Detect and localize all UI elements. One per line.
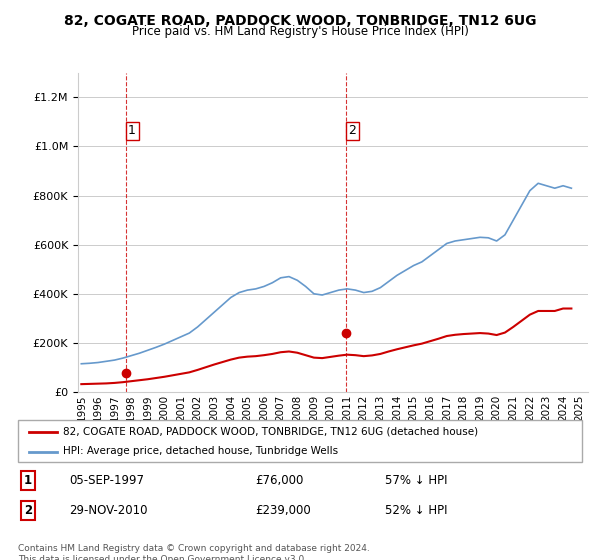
Text: 2: 2: [23, 504, 32, 517]
Text: 52% ↓ HPI: 52% ↓ HPI: [385, 504, 447, 517]
Text: Contains HM Land Registry data © Crown copyright and database right 2024.
This d: Contains HM Land Registry data © Crown c…: [18, 544, 370, 560]
Text: 05-SEP-1997: 05-SEP-1997: [69, 474, 144, 487]
FancyBboxPatch shape: [18, 420, 582, 462]
Text: 57% ↓ HPI: 57% ↓ HPI: [385, 474, 447, 487]
Text: 1: 1: [23, 474, 32, 487]
Text: 1: 1: [128, 124, 136, 137]
Text: 2: 2: [348, 124, 356, 137]
Text: HPI: Average price, detached house, Tunbridge Wells: HPI: Average price, detached house, Tunb…: [63, 446, 338, 456]
Text: £239,000: £239,000: [255, 504, 311, 517]
Text: 82, COGATE ROAD, PADDOCK WOOD, TONBRIDGE, TN12 6UG: 82, COGATE ROAD, PADDOCK WOOD, TONBRIDGE…: [64, 14, 536, 28]
Text: 82, COGATE ROAD, PADDOCK WOOD, TONBRIDGE, TN12 6UG (detached house): 82, COGATE ROAD, PADDOCK WOOD, TONBRIDGE…: [63, 427, 478, 437]
Text: Price paid vs. HM Land Registry's House Price Index (HPI): Price paid vs. HM Land Registry's House …: [131, 25, 469, 38]
Text: £76,000: £76,000: [255, 474, 303, 487]
Text: 29-NOV-2010: 29-NOV-2010: [69, 504, 147, 517]
